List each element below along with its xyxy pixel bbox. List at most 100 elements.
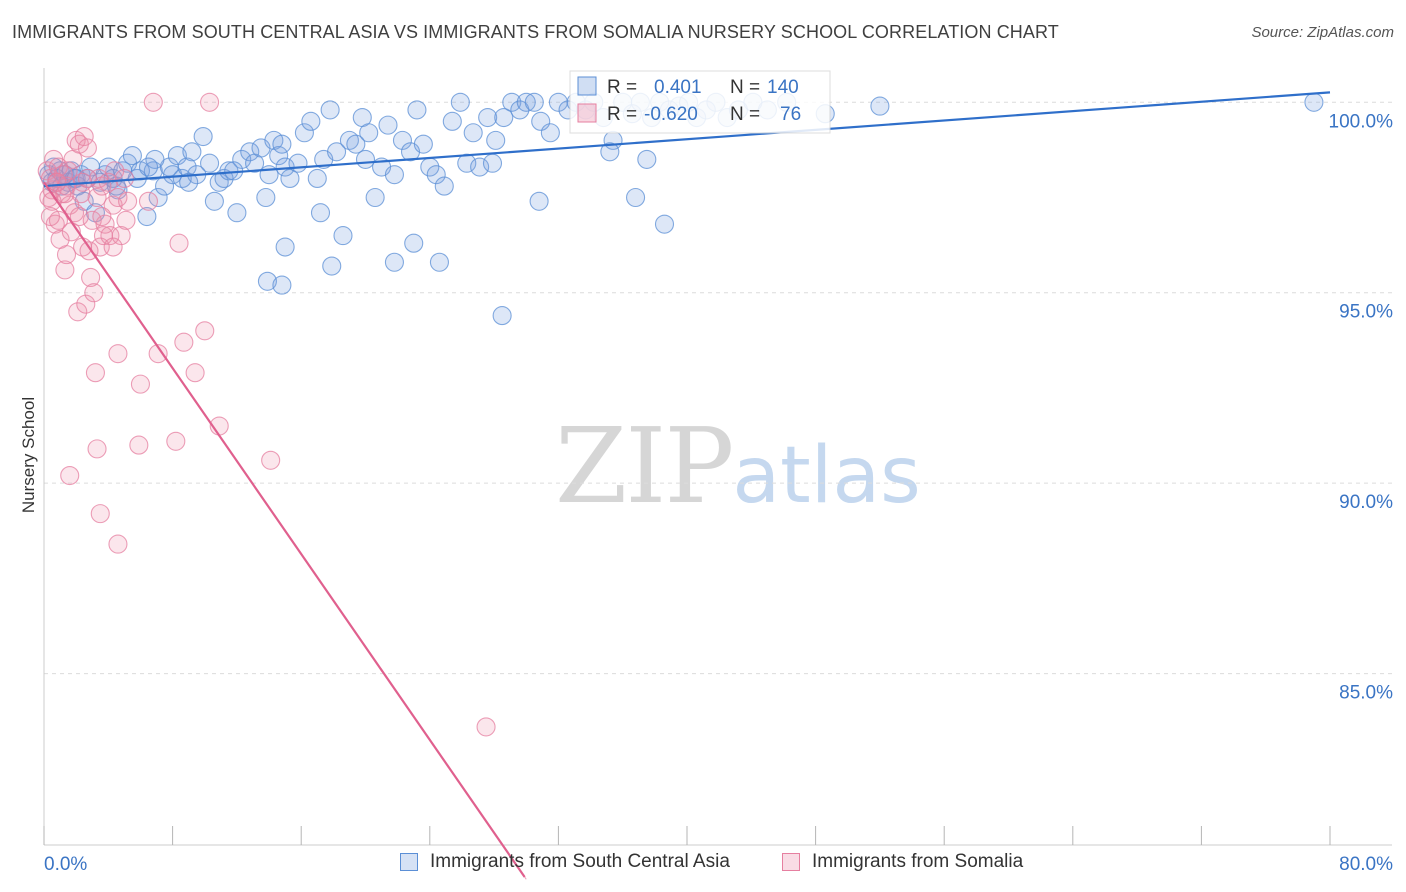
- data-point-south-central-asia: [320, 100, 340, 120]
- stats-r-label-1: R =: [607, 77, 637, 98]
- legend-swatch-blue: [400, 853, 418, 871]
- data-point-somalia: [77, 138, 97, 158]
- data-point-south-central-asia: [470, 157, 490, 177]
- data-point-somalia: [92, 206, 112, 227]
- data-point-south-central-asia: [301, 111, 321, 131]
- data-point-somalia: [174, 332, 194, 352]
- data-point-somalia: [185, 363, 205, 383]
- data-point-south-central-asia: [219, 161, 239, 181]
- data-point-south-central-asia: [407, 100, 427, 120]
- data-point-somalia: [143, 92, 163, 112]
- data-point-somalia: [74, 127, 94, 147]
- data-point-south-central-asia: [529, 191, 549, 211]
- data-point-south-central-asia: [280, 168, 300, 189]
- data-point-somalia: [261, 450, 281, 470]
- stats-r-label-2: R =: [607, 104, 637, 125]
- data-point-south-central-asia: [204, 191, 224, 211]
- legend-item-somalia[interactable]: Immigrants from Somalia: [782, 851, 1023, 873]
- data-point-somalia: [60, 465, 80, 486]
- data-point-somalia: [68, 302, 88, 322]
- data-point-south-central-asia: [333, 226, 353, 246]
- data-point-south-central-asia: [434, 176, 454, 196]
- data-point-south-central-asia: [392, 130, 413, 150]
- legend-swatch-pink: [782, 853, 800, 871]
- x-tick-label-max: 80.0%: [1339, 854, 1393, 875]
- data-point-south-central-asia: [256, 187, 276, 208]
- stats-swatch-blue: [577, 76, 597, 96]
- data-point-somalia: [95, 214, 115, 234]
- data-point-south-central-asia: [346, 134, 366, 154]
- data-point-somalia: [138, 191, 159, 211]
- data-point-south-central-asia: [429, 252, 449, 272]
- data-point-somalia: [195, 321, 215, 341]
- data-point-somalia: [476, 717, 496, 737]
- data-point-somalia: [55, 260, 75, 280]
- stats-n-value-2: 76: [780, 104, 801, 125]
- data-point-south-central-asia: [413, 134, 433, 154]
- grid-lines: [44, 101, 1392, 675]
- data-point-south-central-asia: [486, 130, 506, 150]
- data-point-somalia: [111, 226, 131, 246]
- bottom-legend: Immigrants from South Central Asia Immig…: [0, 851, 1406, 879]
- data-point-south-central-asia: [138, 157, 159, 177]
- chart-title: IMMIGRANTS FROM SOUTH CENTRAL ASIA VS IM…: [12, 22, 1059, 42]
- data-point-somalia: [90, 504, 110, 524]
- data-point-somalia: [87, 439, 107, 459]
- data-point-south-central-asia: [540, 123, 560, 143]
- data-point-south-central-asia: [179, 172, 199, 192]
- data-point-somalia: [40, 206, 60, 227]
- data-point-south-central-asia: [322, 256, 342, 276]
- legend-item-south-central-asia[interactable]: Immigrants from South Central Asia: [400, 851, 730, 873]
- data-point-somalia: [47, 172, 67, 192]
- data-point-south-central-asia: [200, 153, 220, 173]
- data-point-south-central-asia: [870, 96, 890, 116]
- stats-n-label-2: N =: [730, 104, 760, 125]
- data-point-south-central-asia: [294, 123, 314, 143]
- axes: [43, 68, 1392, 846]
- trend-line-somalia-extension: [524, 876, 527, 880]
- data-point-south-central-asia: [327, 142, 347, 162]
- data-point-south-central-asia: [502, 92, 522, 112]
- data-point-south-central-asia: [463, 123, 483, 143]
- data-point-south-central-asia: [637, 149, 657, 169]
- data-point-south-central-asia: [182, 142, 202, 162]
- x-tick-label-min: 0.0%: [44, 854, 87, 875]
- data-point-south-central-asia: [404, 233, 424, 253]
- watermark-atlas: atlas: [732, 431, 921, 521]
- y-tick-label: 100.0%: [1329, 111, 1394, 132]
- watermark: ZIPatlas: [555, 405, 921, 527]
- data-point-south-central-asia: [269, 146, 289, 166]
- data-point-somalia: [166, 431, 186, 451]
- data-point-south-central-asia: [524, 92, 544, 112]
- data-point-south-central-asia: [442, 111, 462, 131]
- data-point-south-central-asia: [137, 206, 157, 227]
- data-point-south-central-asia: [478, 107, 498, 128]
- data-point-south-central-asia: [272, 134, 292, 154]
- data-point-somalia: [116, 210, 136, 230]
- stats-r-value-1: 0.401: [654, 77, 702, 98]
- data-point-somalia: [114, 168, 134, 189]
- data-point-somalia: [108, 534, 128, 554]
- data-point-somalia: [76, 294, 96, 314]
- series-south-central-asia: [39, 92, 1324, 326]
- data-point-south-central-asia: [378, 115, 398, 135]
- legend-label-south-central-asia: Immigrants from South Central Asia: [430, 851, 730, 872]
- data-point-south-central-asia: [227, 203, 247, 223]
- data-point-south-central-asia: [600, 142, 620, 162]
- data-point-south-central-asia: [148, 187, 168, 208]
- data-point-somalia: [85, 363, 105, 383]
- data-point-somalia: [148, 344, 168, 364]
- data-point-somalia: [118, 191, 138, 211]
- stats-r-value-2: -0.620: [644, 104, 698, 125]
- data-point-south-central-asia: [307, 168, 327, 189]
- trend-line-south-central-asia: [43, 91, 1331, 188]
- data-point-south-central-asia: [232, 149, 252, 169]
- data-point-south-central-asia: [426, 165, 446, 185]
- data-point-south-central-asia: [365, 187, 385, 208]
- data-point-somalia: [81, 267, 101, 288]
- trend-line-somalia: [43, 181, 526, 878]
- data-point-somalia: [56, 245, 77, 265]
- data-point-somalia: [69, 206, 89, 227]
- legend-label-somalia: Immigrants from Somalia: [812, 851, 1024, 872]
